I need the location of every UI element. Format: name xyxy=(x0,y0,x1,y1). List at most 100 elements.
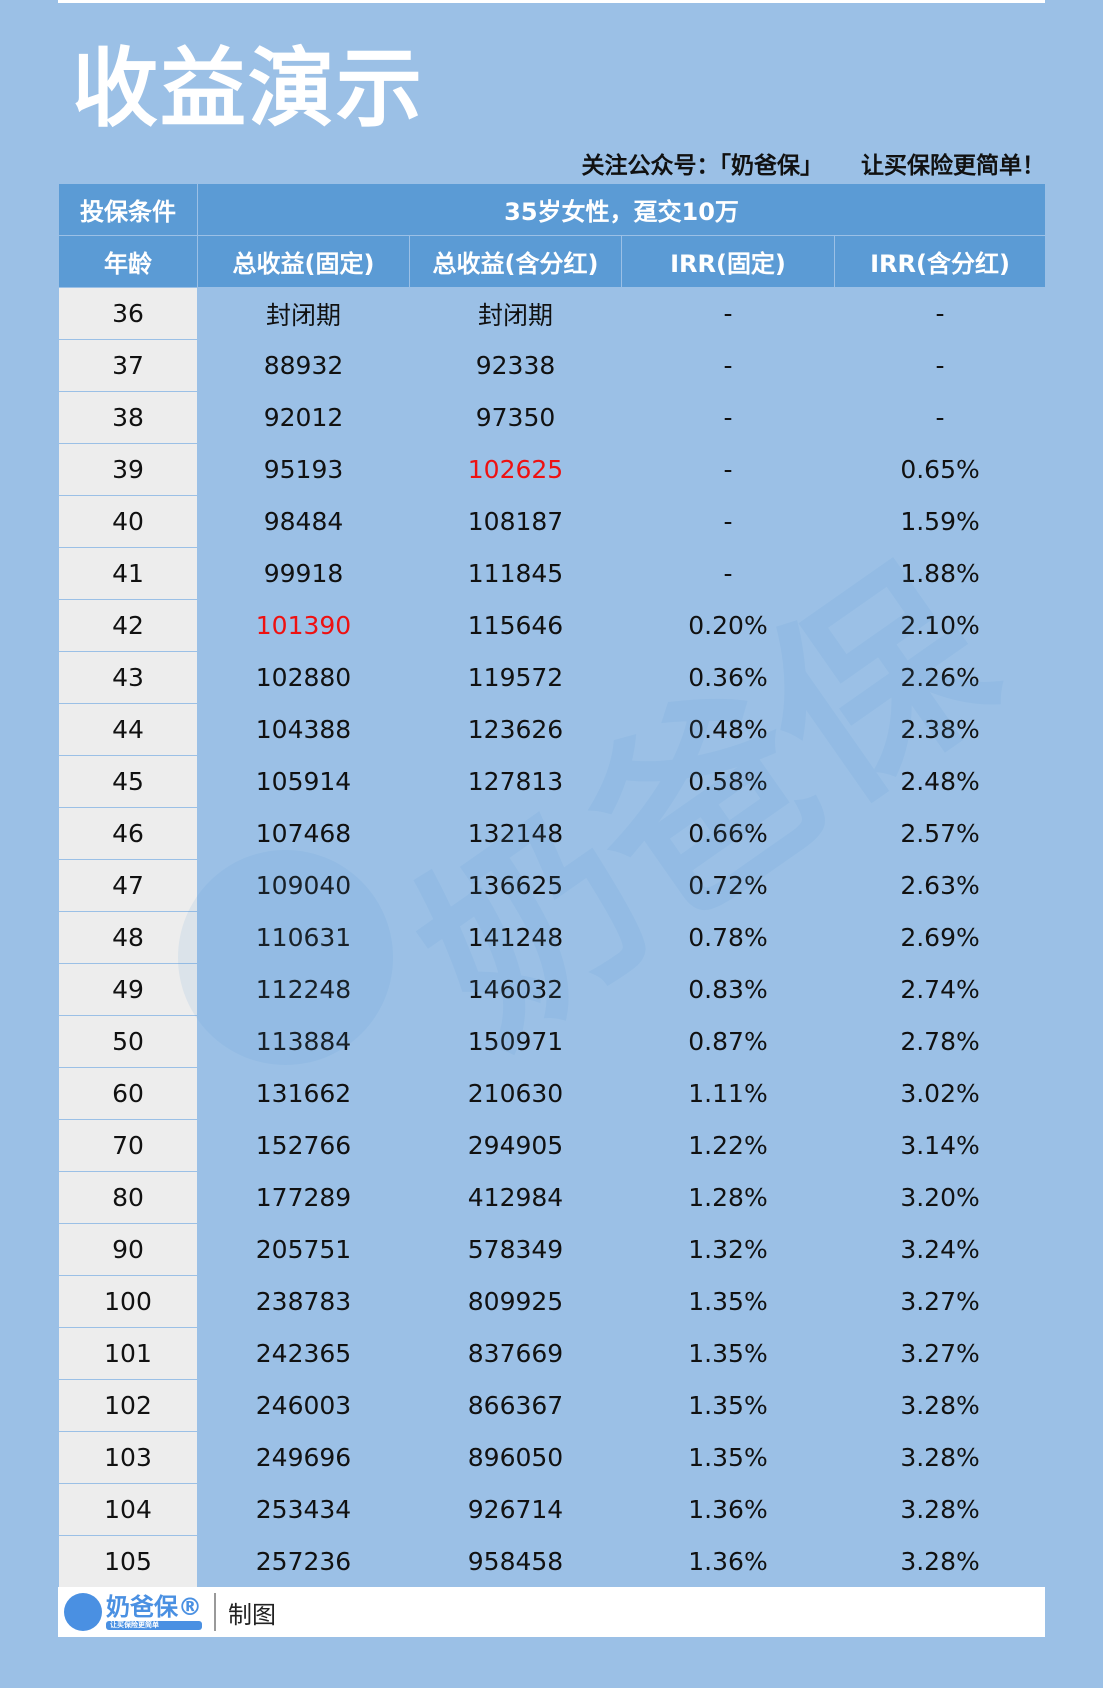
column-header: 总收益(固定) xyxy=(197,235,410,288)
logo-sub: 让买保险更简单 xyxy=(106,1620,202,1630)
value-cell: 102625 xyxy=(409,443,622,496)
value-cell: 112248 xyxy=(197,963,410,1016)
value-cell: 123626 xyxy=(409,703,622,756)
value-cell: 115646 xyxy=(409,599,622,652)
value-cell: 0.66% xyxy=(621,807,835,860)
column-header: 总收益(含分红) xyxy=(409,235,622,288)
value-cell: 97350 xyxy=(409,391,622,444)
value-cell: 0.83% xyxy=(621,963,835,1016)
table-row: 43 102880 119572 0.36% 2.26% xyxy=(58,651,1047,704)
table-row: 49 112248 146032 0.83% 2.74% xyxy=(58,963,1047,1016)
age-cell: 44 xyxy=(58,703,198,756)
header-row: 年龄 总收益(固定) 总收益(含分红) IRR(固定) IRR(含分红) xyxy=(58,235,1047,288)
value-cell: 896050 xyxy=(409,1431,622,1484)
age-cell: 41 xyxy=(58,547,198,600)
footer: 奶爸保® 让买保险更简单 制图 xyxy=(58,1587,1045,1637)
age-cell: 102 xyxy=(58,1379,198,1432)
value-cell: 99918 xyxy=(197,547,410,600)
age-cell: 103 xyxy=(58,1431,198,1484)
value-cell: 110631 xyxy=(197,911,410,964)
value-cell: 109040 xyxy=(197,859,410,912)
value-cell: 136625 xyxy=(409,859,622,912)
age-cell: 38 xyxy=(58,391,198,444)
value-cell: 1.35% xyxy=(621,1379,835,1432)
value-cell: 101390 xyxy=(197,599,410,652)
column-header: IRR(固定) xyxy=(621,235,835,288)
table-row: 104 253434 926714 1.36% 3.28% xyxy=(58,1483,1047,1536)
value-cell: 113884 xyxy=(197,1015,410,1068)
value-cell: 2.48% xyxy=(833,755,1047,808)
table-row: 102 246003 866367 1.35% 3.28% xyxy=(58,1379,1047,1432)
slogan: 关注公众号：「奶爸保」 让买保险更简单！ xyxy=(582,146,1046,180)
value-cell: - xyxy=(621,339,835,392)
value-cell: 1.36% xyxy=(621,1535,835,1588)
value-cell: 146032 xyxy=(409,963,622,1016)
value-cell: 866367 xyxy=(409,1379,622,1432)
age-cell: 50 xyxy=(58,1015,198,1068)
value-cell: 0.58% xyxy=(621,755,835,808)
value-cell: 3.27% xyxy=(833,1327,1047,1380)
table-row: 39 95193 102625-0.65% xyxy=(58,443,1047,496)
value-cell: 150971 xyxy=(409,1015,622,1068)
age-cell: 100 xyxy=(58,1275,198,1328)
value-cell: 242365 xyxy=(197,1327,410,1380)
value-cell: 257236 xyxy=(197,1535,410,1588)
value-cell: 837669 xyxy=(409,1327,622,1380)
table-row: 105 257236 958458 1.36% 3.28% xyxy=(58,1535,1047,1588)
value-cell: 1.35% xyxy=(621,1431,835,1484)
age-cell: 40 xyxy=(58,495,198,548)
table-row: 41 99918 111845-1.88% xyxy=(58,547,1047,600)
value-cell: 3.28% xyxy=(833,1535,1047,1588)
age-cell: 90 xyxy=(58,1223,198,1276)
value-cell: 98484 xyxy=(197,495,410,548)
value-cell: 111845 xyxy=(409,547,622,600)
age-cell: 47 xyxy=(58,859,198,912)
age-cell: 60 xyxy=(58,1067,198,1120)
value-cell: 958458 xyxy=(409,1535,622,1588)
value-cell: 809925 xyxy=(409,1275,622,1328)
value-cell: 0.72% xyxy=(621,859,835,912)
value-cell: 2.74% xyxy=(833,963,1047,1016)
follow-text: 关注公众号：「奶爸保」 xyxy=(581,153,824,179)
value-cell: - xyxy=(621,547,835,600)
value-cell: 3.24% xyxy=(833,1223,1047,1276)
logo-text: 奶爸保® xyxy=(106,1592,202,1621)
table-row: 42 101390 115646 0.20% 2.10% xyxy=(58,599,1047,652)
value-cell: 0.87% xyxy=(621,1015,835,1068)
value-cell: - xyxy=(621,443,835,496)
table-row: 90 205751 578349 1.32% 3.24% xyxy=(58,1223,1047,1276)
table-row: 36 封闭期 封闭期 - - xyxy=(58,287,1047,340)
table-row: 44 104388 123626 0.48% 2.38% xyxy=(58,703,1047,756)
parent-child-icon xyxy=(64,1593,102,1631)
value-cell: 3.28% xyxy=(833,1379,1047,1432)
value-cell: 1.22% xyxy=(621,1119,835,1172)
value-cell: 0.48% xyxy=(621,703,835,756)
value-cell: - xyxy=(621,391,835,444)
value-cell: - xyxy=(621,495,835,548)
value-cell: 88932 xyxy=(197,339,410,392)
value-cell: 1.32% xyxy=(621,1223,835,1276)
table-row: 40 98484 108187-1.59% xyxy=(58,495,1047,548)
value-cell: 92012 xyxy=(197,391,410,444)
value-cell: 152766 xyxy=(197,1119,410,1172)
value-cell: 95193 xyxy=(197,443,410,496)
credit-text: 制图 xyxy=(228,1600,276,1629)
value-cell: 3.20% xyxy=(833,1171,1047,1224)
value-cell: 2.69% xyxy=(833,911,1047,964)
value-cell: 92338 xyxy=(409,339,622,392)
value-cell: 210630 xyxy=(409,1067,622,1120)
table-row: 47 109040 136625 0.72% 2.63% xyxy=(58,859,1047,912)
table-row: 45 105914 127813 0.58% 2.48% xyxy=(58,755,1047,808)
value-cell: 2.78% xyxy=(833,1015,1047,1068)
age-cell: 42 xyxy=(58,599,198,652)
value-cell: - xyxy=(833,287,1047,340)
age-cell: 104 xyxy=(58,1483,198,1536)
age-cell: 45 xyxy=(58,755,198,808)
brand-logo: 奶爸保® 让买保险更简单 xyxy=(64,1593,202,1631)
table-row: 60 131662 210630 1.11% 3.02% xyxy=(58,1067,1047,1120)
value-cell: 127813 xyxy=(409,755,622,808)
age-cell: 36 xyxy=(58,287,198,340)
value-cell: - xyxy=(621,287,835,340)
value-cell: 141248 xyxy=(409,911,622,964)
value-cell: 249696 xyxy=(197,1431,410,1484)
